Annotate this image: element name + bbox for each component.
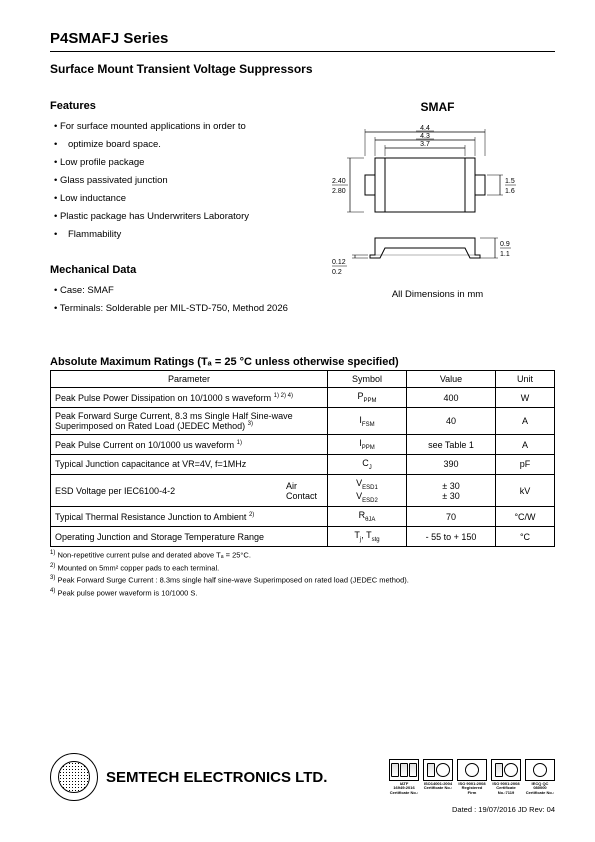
footnote: 4) Peak pulse power waveform is 10/1000 …: [50, 587, 555, 600]
svg-text:2.40: 2.40: [332, 178, 346, 185]
feature-item: Glass passivated junction: [54, 172, 320, 190]
svg-text:0.2: 0.2: [332, 269, 342, 276]
ratings-col-value: Value: [407, 371, 496, 388]
table-row: Operating Junction and Storage Temperatu…: [51, 527, 555, 547]
ratings-col-unit: Unit: [496, 371, 555, 388]
svg-text:1.1: 1.1: [500, 251, 510, 258]
svg-text:1.5: 1.5: [505, 178, 515, 185]
svg-text:0.12: 0.12: [332, 259, 346, 266]
ratings-col-symbol: Symbol: [328, 371, 407, 388]
package-label: SMAF: [320, 100, 555, 114]
features-list: For surface mounted applications in orde…: [50, 118, 320, 244]
table-row: Peak Pulse Power Dissipation on 10/1000 …: [51, 388, 555, 408]
mechanical-list: Case: SMAF Terminals: Solderable per MIL…: [50, 282, 320, 318]
cert-badge: IECQ QC 080000Certificate No.:: [525, 759, 555, 795]
certifications: IATF 16949:2016Certificate No.: ISO14001…: [389, 759, 555, 795]
svg-text:3.7: 3.7: [420, 141, 430, 148]
ratings-heading: Absolute Maximum Ratings (Tₐ = 25 °C unl…: [50, 356, 555, 368]
revision-date: Dated : 19/07/2016 JD Rev: 04: [50, 805, 555, 814]
all-dimensions-note: All Dimensions in mm: [320, 289, 555, 300]
package-outline-drawing: 4.4 4.3 3.7 2.40 2.80 1.5 1.6: [320, 120, 530, 280]
table-row: ESD Voltage per IEC6100-4-2 AirContact V…: [51, 474, 555, 507]
feature-item: Flammability: [54, 226, 320, 244]
table-row: Typical Junction capacitance at VR=4V, f…: [51, 455, 555, 475]
ratings-col-param: Parameter: [51, 371, 328, 388]
mech-item: Terminals: Solderable per MIL-STD-750, M…: [54, 300, 320, 318]
svg-text:0.9: 0.9: [500, 241, 510, 248]
feature-item: For surface mounted applications in orde…: [54, 118, 320, 136]
mech-item: Case: SMAF: [54, 282, 320, 300]
footnotes: 1) Non-repetitive current pulse and dera…: [50, 549, 555, 599]
cert-badge: ISO14001:2004Certificate No.:: [423, 759, 453, 795]
cert-badge: ISO 9001:2008Certificate No.:7119: [491, 759, 521, 795]
subtitle: Surface Mount Transient Voltage Suppress…: [50, 62, 555, 76]
footnote: 3) Peak Forward Surge Current : 8.3ms si…: [50, 574, 555, 587]
mechanical-heading: Mechanical Data: [50, 264, 320, 276]
globe-icon: [58, 761, 90, 793]
svg-text:2.80: 2.80: [332, 188, 346, 195]
footnote: 2) Mounted on 5mm² copper pads to each t…: [50, 562, 555, 575]
feature-item: Low profile package: [54, 154, 320, 172]
table-row: Peak Forward Surge Current, 8.3 ms Singl…: [51, 408, 555, 435]
feature-item: optimize board space.: [54, 136, 320, 154]
feature-item: Plastic package has Underwriters Laborat…: [54, 208, 320, 226]
table-row: Peak Pulse Current on 10/1000 us wavefor…: [51, 435, 555, 455]
features-heading: Features: [50, 100, 320, 112]
table-row: Typical Thermal Resistance Junction to A…: [51, 507, 555, 527]
feature-item: Low inductance: [54, 190, 320, 208]
ratings-table: Parameter Symbol Value Unit Peak Pulse P…: [50, 370, 555, 547]
svg-text:1.6: 1.6: [505, 188, 515, 195]
company-name: SEMTECH ELECTRONICS LTD.: [106, 769, 327, 786]
cert-badge: ISO 9001:2008Registered Firm: [457, 759, 487, 795]
company-logo: [50, 753, 98, 801]
footnote: 1) Non-repetitive current pulse and dera…: [50, 549, 555, 562]
cert-badge: IATF 16949:2016Certificate No.:: [389, 759, 419, 795]
title-divider: [50, 51, 555, 52]
footer: SEMTECH ELECTRONICS LTD. IATF 16949:2016…: [50, 753, 555, 814]
page-title: P4SMAFJ Series: [50, 30, 555, 47]
